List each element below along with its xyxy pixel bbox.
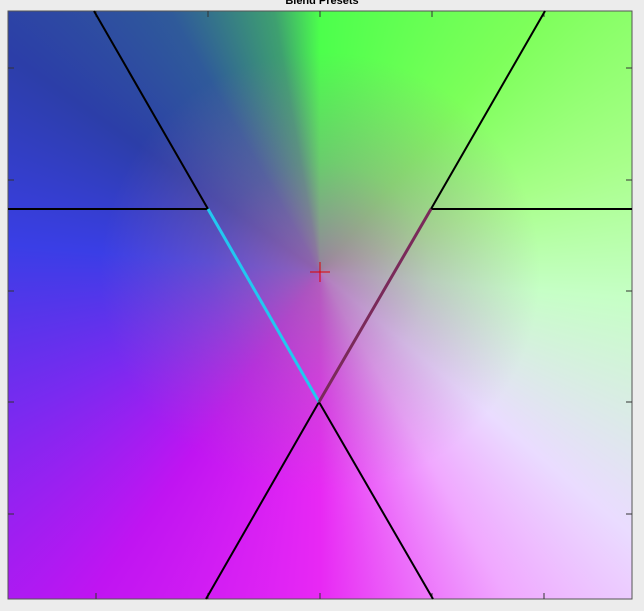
axes-box xyxy=(7,10,633,600)
cursor-cross xyxy=(310,262,330,282)
region-lines xyxy=(8,10,632,600)
triangle-right-edge xyxy=(317,208,433,403)
center-shade xyxy=(8,11,632,599)
triangle-left-edge xyxy=(206,208,321,403)
blend-field[interactable] xyxy=(8,11,632,599)
plot-title: Blend Presets xyxy=(285,0,359,7)
ticks xyxy=(8,11,632,599)
